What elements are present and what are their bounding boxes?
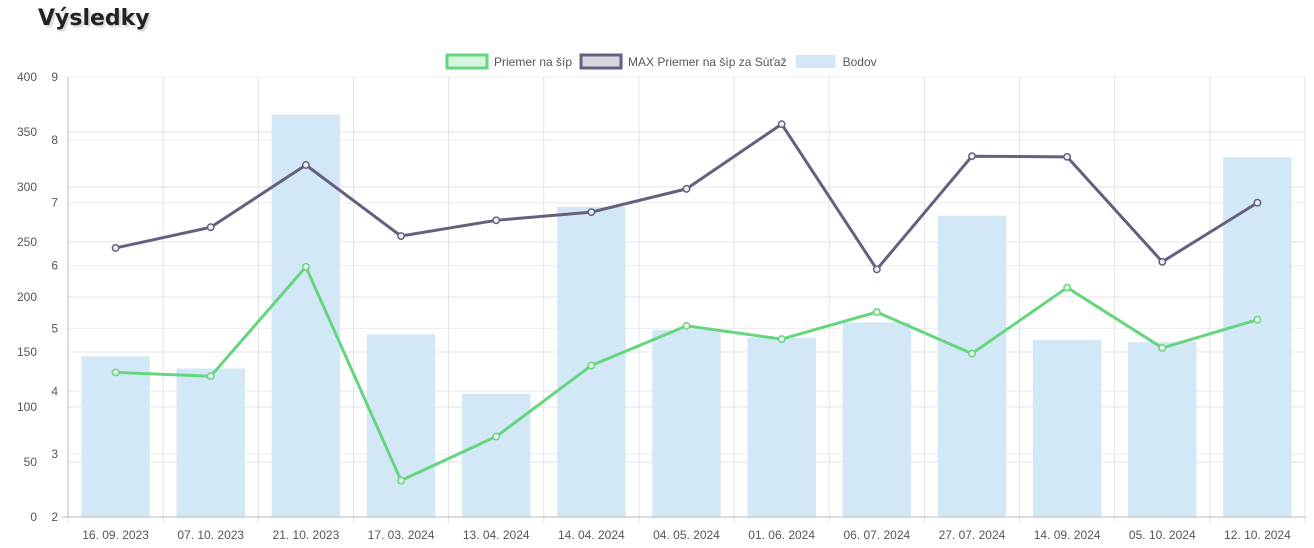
page-title: Výsledky [38, 6, 150, 31]
x-tick-label: 21. 10. 2023 [273, 528, 340, 542]
y-left-tick-label: 350 [17, 125, 37, 139]
bar [176, 368, 245, 517]
data-point [397, 476, 405, 485]
data-point [968, 349, 976, 358]
data-point [682, 321, 691, 330]
y-left-tick-label: 300 [17, 180, 37, 194]
chart-axes: 0 50 100 150 200 250 300 350 400 2 3 4 5 6 7 8 9 16. 09. … [17, 70, 1305, 542]
data-point [587, 361, 596, 370]
y-right-tick-label: 9 [51, 70, 58, 84]
x-tick-label: 07. 10. 2023 [177, 528, 244, 542]
data-point [206, 223, 215, 232]
legend-swatch [579, 53, 623, 70]
bar [461, 393, 531, 517]
data-point [301, 262, 310, 271]
data-point [872, 308, 881, 317]
x-tick-label: 16. 09. 2023 [82, 528, 149, 542]
data-point [968, 152, 976, 161]
legend-item[interactable]: Priemer na šíp [445, 53, 572, 70]
data-point [206, 372, 215, 381]
data-point [111, 368, 120, 377]
y-left-tick-label: 400 [17, 70, 37, 84]
y-right-tick-label: 6 [51, 259, 58, 273]
legend-item[interactable]: MAX Priemer na šíp za Súťaž [579, 53, 787, 70]
x-tick-label: 14. 09. 2024 [1034, 528, 1101, 542]
data-point [492, 432, 501, 441]
x-tick-label: 01. 06. 2024 [748, 528, 815, 542]
y-right-tick-label: 5 [51, 321, 58, 335]
bar [81, 356, 150, 517]
y-left-tick-label: 200 [17, 290, 37, 304]
data-point [397, 232, 405, 240]
data-point [587, 208, 596, 217]
y-left-tick-label: 0 [30, 510, 37, 524]
data-point [492, 216, 501, 225]
x-tick-label: 17. 03. 2024 [368, 528, 435, 542]
x-tick-label: 04. 05. 2024 [653, 528, 720, 542]
data-point [777, 335, 786, 344]
y-left-tick-label: 50 [24, 455, 38, 469]
y-right-tick-label: 8 [51, 133, 58, 147]
y-left-tick-label: 100 [17, 400, 37, 414]
data-point [1158, 343, 1167, 352]
bar [652, 330, 721, 517]
bar [937, 215, 1007, 517]
y-right-tick-label: 4 [51, 384, 58, 398]
data-point [1063, 283, 1072, 292]
data-point [1253, 315, 1262, 324]
y-right-tick-label: 2 [51, 510, 58, 524]
legend-item[interactable]: Bodov [795, 55, 877, 69]
legend-label: Bodov [843, 55, 877, 69]
legend-label: MAX Priemer na šíp za Súťaž [628, 55, 787, 69]
legend-swatch-fill [448, 56, 486, 67]
data-point [872, 265, 881, 274]
legend-swatch-fill [582, 56, 620, 67]
data-point [777, 120, 786, 129]
data-point [1063, 152, 1072, 161]
bar [1128, 342, 1197, 517]
bar [1223, 157, 1292, 518]
legend-swatch [445, 53, 489, 70]
data-point [301, 161, 310, 169]
data-point [111, 244, 120, 252]
x-tick-label: 13. 04. 2024 [463, 528, 530, 542]
bar [842, 322, 912, 517]
bar [271, 114, 341, 518]
y-left-tick-label: 250 [17, 235, 37, 249]
legend-label: Priemer na šíp [494, 55, 572, 69]
chart-legend[interactable]: Priemer na šíp MAX Priemer na šíp za Súťa… [445, 53, 877, 70]
y-left-tick-label: 150 [17, 345, 37, 359]
y-right-tick-label: 3 [51, 447, 58, 461]
bar [747, 337, 816, 517]
data-point [1158, 257, 1167, 266]
data-point [682, 184, 691, 193]
x-tick-label: 14. 04. 2024 [558, 528, 625, 542]
data-point [1253, 198, 1262, 207]
x-tick-label: 06. 07. 2024 [843, 528, 910, 542]
x-tick-label: 12. 10. 2024 [1224, 528, 1291, 542]
line-series [111, 120, 1262, 485]
legend-swatch [795, 55, 836, 68]
x-tick-label: 05. 10. 2024 [1129, 528, 1196, 542]
bar [1032, 339, 1102, 517]
y-right-tick-label: 7 [51, 196, 58, 210]
x-tick-label: 27. 07. 2024 [939, 528, 1006, 542]
